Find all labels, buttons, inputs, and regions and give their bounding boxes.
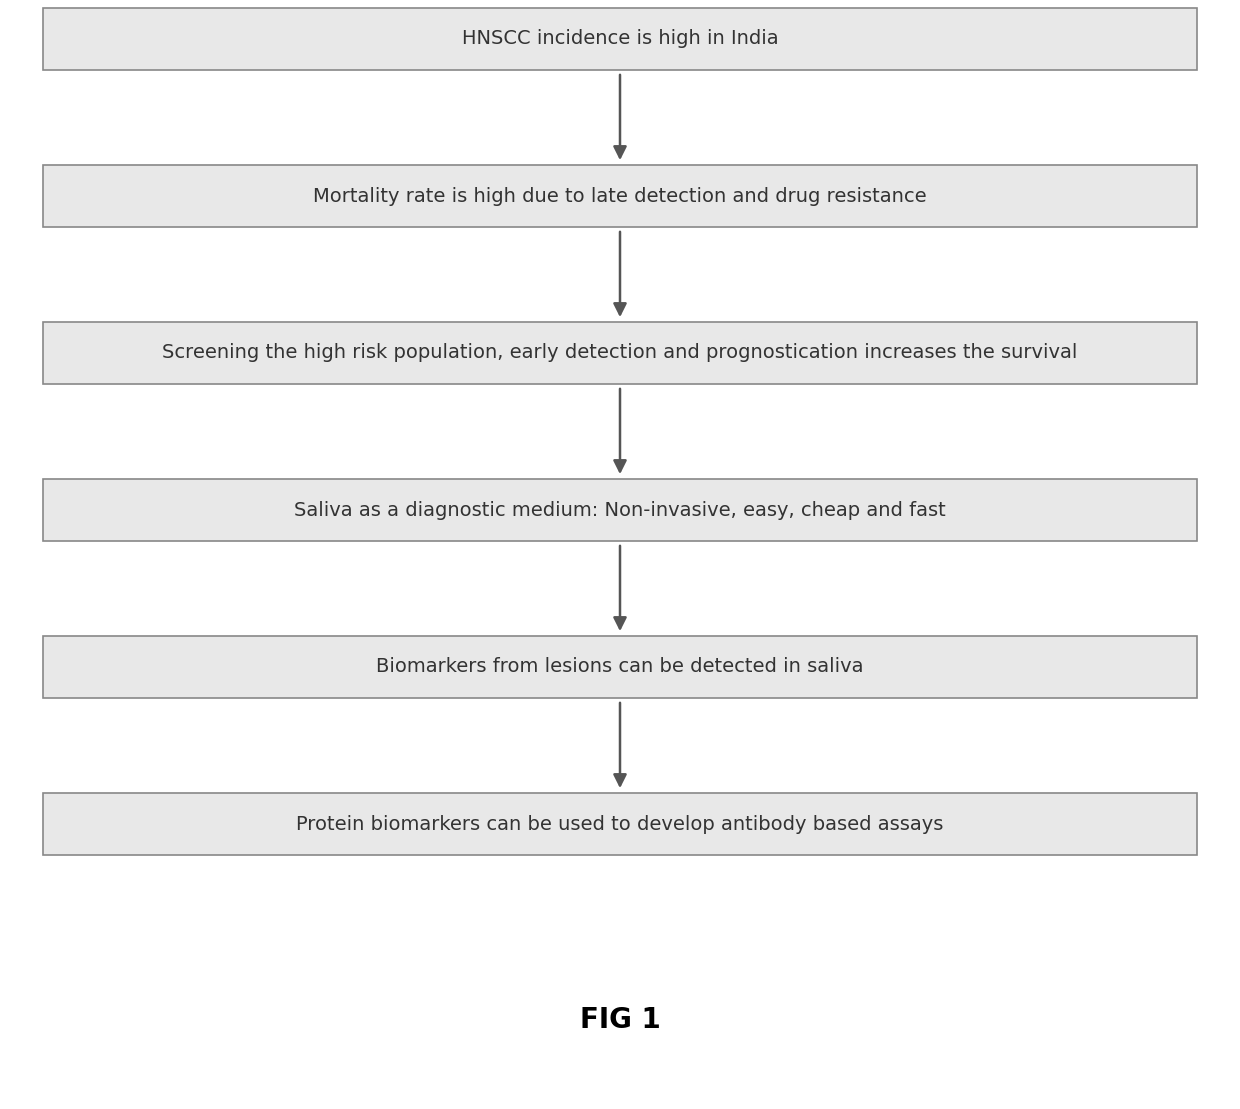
Bar xyxy=(43,322,1197,384)
Text: Saliva as a diagnostic medium: Non-invasive, easy, cheap and fast: Saliva as a diagnostic medium: Non-invas… xyxy=(294,500,946,519)
Bar xyxy=(43,635,1197,698)
Bar xyxy=(43,479,1197,541)
Bar xyxy=(43,165,1197,227)
Text: Protein biomarkers can be used to develop antibody based assays: Protein biomarkers can be used to develo… xyxy=(296,814,944,834)
Bar xyxy=(43,793,1197,855)
Text: Screening the high risk population, early detection and prognostication increase: Screening the high risk population, earl… xyxy=(162,344,1078,363)
Text: Mortality rate is high due to late detection and drug resistance: Mortality rate is high due to late detec… xyxy=(314,186,926,205)
Text: Biomarkers from lesions can be detected in saliva: Biomarkers from lesions can be detected … xyxy=(376,658,864,676)
Bar xyxy=(43,8,1197,70)
Text: FIG 1: FIG 1 xyxy=(579,1006,661,1034)
Text: HNSCC incidence is high in India: HNSCC incidence is high in India xyxy=(461,30,779,49)
